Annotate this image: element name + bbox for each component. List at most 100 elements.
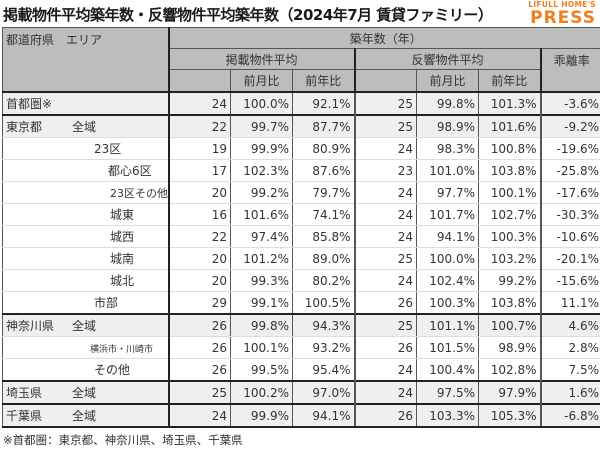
cell-gap: -9.2% [539,114,600,138]
cell-inq-mom: 101.7% [416,203,479,226]
cell-listed: 20 [168,247,231,270]
cell-inq-mom: 97.5% [416,380,479,405]
row-area: 城西 [2,225,170,248]
table-row: 千葉県 全域 24 99.9% 94.1% 26 103.3% 105.3% -6.8% [2,403,600,428]
cell-inq-yoy: 100.7% [478,313,541,337]
cell-inq: 26 [353,336,417,359]
logo-line1: LIFULL HOME'S [528,0,596,9]
cell-listed: 24 [168,403,231,428]
table-row: 城東 16 101.6% 74.1% 24 101.7% 102.7% -30.3% [2,203,600,226]
row-subarea: 市部 [94,296,119,310]
cell-gap: 4.6% [539,313,600,337]
cell-listed-mom: 99.9% [230,403,293,428]
cell-listed-mom: 99.1% [230,291,293,315]
cell-inq: 23 [353,159,417,182]
cell-listed-yoy: 95.4% [292,358,355,382]
header-inq-blank [353,69,417,93]
header-group: 築年数（年） [168,27,600,49]
cell-listed-mom: 99.5% [230,358,293,382]
cell-listed: 29 [168,291,231,315]
row-subarea: 横浜市・川崎市 [90,344,154,355]
row-subarea: その他 [94,363,131,377]
header-gap: 乖離率 [539,48,600,93]
cell-gap: -25.8% [539,159,600,182]
table-row: 首都圏※ 24 100.0% 92.1% 25 99.8% 101.3% -3.6% [2,91,600,116]
row-area: 東京都 全域 [2,114,170,138]
cell-gap: -20.1% [539,247,600,270]
cell-inq: 26 [353,403,417,428]
row-subarea: 城東 [110,208,135,222]
cell-listed: 17 [168,159,231,182]
brand-logo: LIFULL HOME'S PRESS [528,1,596,27]
header-inquired: 反響物件平均 [353,48,541,70]
cell-listed-yoy: 94.3% [292,313,355,337]
cell-listed-yoy: 93.2% [292,336,355,359]
row-subarea: 全域 [72,120,97,134]
header-inq-yoy: 前年比 [478,69,541,93]
footnote: ※首都圏：東京都、神奈川県、埼玉県、千葉県 [3,433,243,447]
cell-inq-mom: 100.4% [416,358,479,382]
row-area: 横浜市・川崎市 [2,336,170,359]
header-inq-mom: 前月比 [416,69,479,93]
header-listed-mom: 前月比 [230,69,293,93]
cell-listed: 25 [168,380,231,405]
cell-listed-mom: 99.7% [230,114,293,138]
cell-inq-yoy: 99.2% [478,269,541,292]
row-subarea: 都心6区 [108,164,152,178]
table-row: 神奈川県 全域 26 99.8% 94.3% 25 101.1% 100.7% 4.6% [2,313,600,337]
cell-inq: 24 [353,181,417,204]
cell-listed: 26 [168,336,231,359]
cell-listed: 16 [168,203,231,226]
table-row: 市部 29 99.1% 100.5% 26 100.3% 103.8% 11.1% [2,291,600,315]
cell-listed-yoy: 89.0% [292,247,355,270]
row-area: 23区その他 [2,181,170,204]
cell-listed: 19 [168,137,231,160]
cell-inq-yoy: 100.3% [478,225,541,248]
cell-inq-yoy: 98.9% [478,336,541,359]
cell-gap: 11.1% [539,291,600,315]
cell-inq-mom: 101.0% [416,159,479,182]
cell-inq: 25 [353,114,417,138]
cell-listed-mom: 99.8% [230,313,293,337]
cell-listed-yoy: 87.7% [292,114,355,138]
cell-gap: -3.6% [539,91,600,116]
cell-inq: 25 [353,91,417,116]
row-prefecture: 埼玉県 [6,386,43,400]
table-row: 城北 20 99.3% 80.2% 24 102.4% 99.2% -15.6% [2,269,600,292]
cell-listed-yoy: 79.7% [292,181,355,204]
cell-gap: -10.6% [539,225,600,248]
cell-listed-mom: 97.4% [230,225,293,248]
age-table: 都道府県 エリア 築年数（年） 掲載物件平均 反響物件平均 乖離率 前月比 前年… [2,27,600,428]
cell-inq-mom: 94.1% [416,225,479,248]
header-listed-blank [168,69,231,93]
cell-inq: 24 [353,358,417,382]
table-row: 城南 20 101.2% 89.0% 25 100.0% 103.2% -20.1% [2,247,600,270]
header-area: 都道府県 エリア [2,27,170,93]
table-row: 都心6区 17 102.3% 87.6% 23 101.0% 103.8% -25.8% [2,159,600,182]
row-subarea: 全域 [72,319,97,333]
cell-gap: 1.6% [539,380,600,405]
cell-listed-yoy: 85.8% [292,225,355,248]
cell-inq-yoy: 103.8% [478,291,541,315]
row-subarea: 城西 [110,230,135,244]
row-prefecture: 東京都 [6,120,43,134]
cell-inq-yoy: 101.6% [478,114,541,138]
cell-listed-mom: 100.1% [230,336,293,359]
cell-inq-yoy: 100.8% [478,137,541,160]
cell-inq-mom: 101.5% [416,336,479,359]
cell-inq-yoy: 105.3% [478,403,541,428]
cell-gap: -30.3% [539,203,600,226]
cell-listed-mom: 101.2% [230,247,293,270]
cell-listed: 20 [168,181,231,204]
cell-inq: 25 [353,313,417,337]
cell-listed-yoy: 94.1% [292,403,355,428]
table-row: 23区 19 99.9% 80.9% 24 98.3% 100.8% -19.6% [2,137,600,160]
cell-listed: 26 [168,313,231,337]
cell-gap: -15.6% [539,269,600,292]
row-prefecture: 首都圏※ [6,97,53,111]
cell-listed-yoy: 80.9% [292,137,355,160]
cell-listed-yoy: 92.1% [292,91,355,116]
cell-inq-mom: 97.7% [416,181,479,204]
row-subarea: 全域 [72,409,97,423]
row-area: 千葉県 全域 [2,403,170,428]
